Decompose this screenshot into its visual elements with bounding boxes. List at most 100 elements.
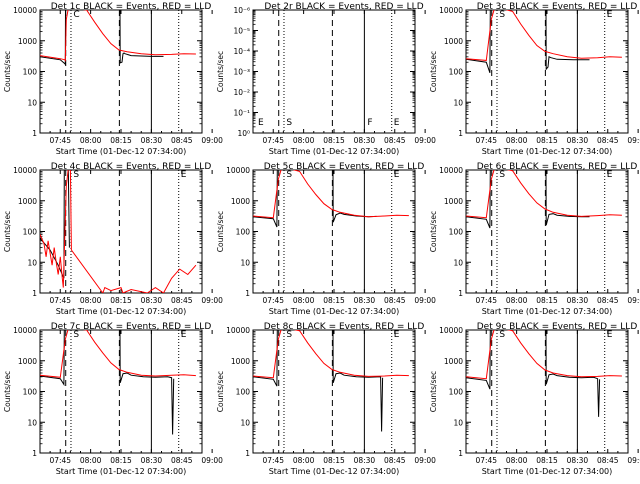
y-tick-label: 10: [453, 98, 463, 107]
y-tick-label: 100: [449, 228, 464, 237]
x-tick-label: 09:00: [414, 296, 436, 305]
y-tick-label: 100: [449, 388, 464, 397]
chart-title: Det 9c BLACK = Events, RED = LLD: [477, 322, 638, 332]
y-tick-label: 10000: [13, 166, 37, 175]
y-tick-label: 10⁻²: [233, 88, 250, 97]
region-marker-label: E: [258, 118, 264, 128]
x-tick-label: 09:00: [201, 296, 223, 305]
series-line-lld: [466, 170, 622, 219]
region-marker-label: S: [499, 10, 505, 20]
y-tick-label: 1: [245, 289, 250, 298]
region-marker-label: S: [73, 170, 79, 180]
x-tick-label: 08:15: [323, 456, 345, 465]
region-marker-label: E: [607, 330, 613, 340]
y-tick-label: 100: [449, 68, 464, 77]
series-line-lld: [253, 330, 409, 379]
x-tick-label: 08:45: [597, 136, 619, 145]
x-tick-label: 08:45: [171, 296, 193, 305]
x-tick-label: 08:30: [354, 136, 376, 145]
x-tick-label: 08:45: [171, 456, 193, 465]
y-tick-label: 10⁰: [237, 129, 250, 138]
series-group: [40, 10, 196, 67]
x-axis-label: Start Time (01-Dec-12 07:34:00): [269, 467, 400, 476]
y-tick-label: 10: [27, 418, 37, 427]
x-tick-label: 08:15: [110, 296, 132, 305]
region-marker-label: E: [394, 170, 400, 180]
x-tick-label: 07:45: [49, 136, 71, 145]
x-tick-label: 07:45: [475, 456, 497, 465]
y-axis-label: Counts/sec: [429, 211, 438, 252]
chart-title: Det 2r BLACK = Events, RED = LLD: [264, 2, 423, 12]
x-tick-label: 08:15: [536, 456, 558, 465]
x-tick-label: 08:30: [567, 136, 589, 145]
x-axis-label: Start Time (01-Dec-12 07:34:00): [482, 467, 613, 476]
region-marker-label: S: [73, 330, 79, 340]
x-tick-label: 08:30: [141, 296, 163, 305]
y-tick-label: 1: [458, 449, 463, 458]
series-line-events: [40, 330, 175, 435]
y-tick-label: 1000: [231, 197, 250, 206]
y-tick-label: 10000: [439, 326, 463, 335]
region-marker-label: E: [181, 170, 187, 180]
x-tick-label: 08:00: [293, 456, 315, 465]
region-marker-label: C: [73, 10, 79, 20]
series-line-lld: [40, 10, 196, 62]
series-line-lld: [253, 170, 409, 219]
series-group: [466, 330, 622, 417]
x-tick-label: 08:00: [80, 456, 102, 465]
x-tick-label: 08:00: [293, 136, 315, 145]
series-line-lld: [466, 10, 622, 61]
series-line-events: [466, 10, 590, 74]
x-axis-label: Start Time (01-Dec-12 07:34:00): [56, 467, 187, 476]
chart-panel: Det 1c BLACK = Events, RED = LLD Counts/s…: [3, 2, 223, 156]
x-tick-label: 08:45: [384, 456, 406, 465]
y-tick-label: 10⁻⁴: [233, 47, 250, 56]
x-tick-label: 08:30: [354, 456, 376, 465]
series-line-events: [466, 170, 590, 229]
region-marker-label: E: [181, 330, 187, 340]
chart-title: Det 8c BLACK = Events, RED = LLD: [264, 322, 425, 332]
x-tick-label: 08:00: [506, 456, 528, 465]
y-tick-label: 10000: [226, 166, 250, 175]
series-group: [40, 170, 197, 293]
x-tick-label: 08:15: [110, 136, 132, 145]
chart-title: Det 4c BLACK = Events, RED = LLD: [51, 162, 212, 172]
y-tick-label: 10000: [13, 326, 37, 335]
chart-panel: Det 7c BLACK = Events, RED = LLD Counts/s…: [3, 322, 223, 476]
x-tick-label: 08:45: [597, 456, 619, 465]
y-axis-label: Counts/sec: [216, 51, 225, 92]
x-axis-label: Start Time (01-Dec-12 07:34:00): [482, 307, 613, 316]
region-marker-label: E: [607, 170, 613, 180]
y-axis-label: Counts/sec: [429, 51, 438, 92]
y-tick-label: 1000: [444, 357, 463, 366]
x-axis-label: Start Time (01-Dec-12 07:34:00): [56, 307, 187, 316]
x-tick-label: 09:00: [201, 136, 223, 145]
y-tick-label: 10: [240, 258, 250, 267]
x-tick-label: 07:45: [475, 136, 497, 145]
x-tick-label: 08:30: [567, 296, 589, 305]
y-tick-label: 100: [23, 228, 38, 237]
y-tick-label: 10: [453, 418, 463, 427]
x-tick-label: 08:30: [141, 456, 163, 465]
series-line-lld: [40, 330, 196, 378]
x-tick-label: 08:00: [506, 296, 528, 305]
y-tick-label: 10: [240, 418, 250, 427]
y-tick-label: 100: [236, 388, 251, 397]
x-axis-label: Start Time (01-Dec-12 07:34:00): [269, 307, 400, 316]
y-tick-label: 10: [27, 98, 37, 107]
y-tick-label: 10⁻³: [233, 68, 250, 77]
series-group: [466, 170, 622, 229]
x-tick-label: 09:00: [627, 456, 640, 465]
chart-panel: Det 2r BLACK = Events, RED = LLD Counts/s…: [216, 2, 436, 156]
plot-frame: [252, 9, 416, 134]
y-tick-label: 10000: [226, 326, 250, 335]
region-marker-label: E: [394, 118, 400, 128]
y-tick-label: 10⁻⁵: [233, 27, 250, 36]
y-tick-label: 10000: [439, 6, 463, 15]
y-tick-label: 1000: [444, 37, 463, 46]
chart-panel: Det 3c BLACK = Events, RED = LLD Counts/s…: [429, 2, 640, 156]
y-tick-label: 100: [23, 388, 38, 397]
y-axis-label: Counts/sec: [429, 371, 438, 412]
